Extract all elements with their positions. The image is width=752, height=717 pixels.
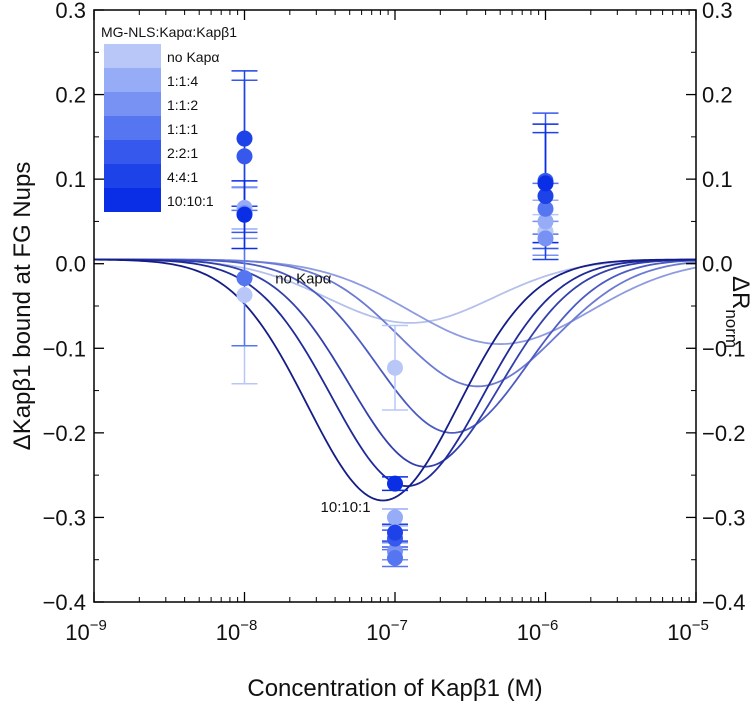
legend-swatch [104, 116, 161, 140]
y-tick-label: 0.1 [55, 167, 86, 192]
legend-entry-label: 2:2:1 [167, 145, 198, 161]
y-tick-label-right: 0.3 [702, 0, 733, 23]
legend-entry-label: 4:4:1 [167, 169, 198, 185]
x-tick-label-base: 10 [667, 620, 691, 645]
legend-title: MG-NLS:Kapα:Kapβ1 [101, 24, 237, 40]
data-point [387, 524, 403, 541]
right-axis-title: ΔRnorm [722, 276, 752, 348]
x-tick-label-base: 10 [65, 620, 89, 645]
y-tick-label: −0.1 [43, 336, 86, 361]
annotation-label: no Kapα [275, 271, 332, 288]
x-tick-label-base: 10 [366, 620, 390, 645]
legend-entry-label: 10:10:1 [167, 193, 214, 209]
data-point [387, 509, 403, 526]
y-tick-label: 0.3 [55, 0, 86, 23]
annotation-label: 10:10:1 [321, 499, 371, 516]
y-axis-ticks: −0.4 −0.4 −0.3 −0.3 −0.2 −0.2 −0.1 −0.1 0.0 0.0 0.… [43, 0, 746, 615]
annotations: no Kapα 10:10:1 [275, 271, 370, 516]
y-tick-label: −0.4 [43, 590, 86, 615]
data-point [537, 213, 554, 230]
legend-swatch [104, 68, 161, 92]
data-point [537, 175, 554, 192]
y-tick-label: −0.2 [43, 421, 86, 446]
fit-curve [93, 258, 697, 324]
x-tick-label: 10−9 [65, 617, 107, 645]
data-points [236, 130, 554, 567]
data-point [236, 287, 253, 304]
x-tick-label-base: 10 [517, 620, 541, 645]
legend-swatch [104, 140, 161, 164]
x-tick-label: 10−5 [667, 617, 709, 645]
legend-entry-label: 1:1:1 [167, 121, 198, 137]
x-tick-label-exponent: −6 [541, 617, 558, 634]
data-point [236, 270, 253, 287]
y-tick-label: −0.3 [43, 505, 86, 530]
legend-entry-label: 1:1:4 [167, 73, 198, 89]
data-point [387, 550, 403, 567]
x-tick-label-base: 10 [216, 620, 240, 645]
x-tick-label-exponent: −7 [391, 617, 408, 634]
y-axis-title: ΔKapβ1 bound at FG Nups [9, 162, 36, 451]
data-point [387, 475, 403, 492]
data-point [236, 130, 253, 147]
y-tick-label-right: 0.0 [702, 252, 733, 277]
legend-entry-label: 1:1:2 [167, 97, 198, 113]
x-tick-label: 10−8 [216, 617, 258, 645]
data-point [537, 230, 554, 247]
legend-swatch [104, 92, 161, 116]
y-tick-label: 0.0 [55, 252, 86, 277]
legend-swatch [104, 164, 161, 188]
data-point [236, 148, 253, 165]
fit-curve [94, 258, 697, 468]
y-tick-label: 0.2 [55, 83, 86, 108]
x-tick-label-exponent: −9 [90, 617, 107, 634]
right-axis-title-sub: norm [722, 309, 741, 348]
y-tick-label-right: 0.1 [702, 167, 733, 192]
data-point [387, 359, 403, 376]
data-point [537, 188, 554, 205]
x-tick-label: 10−6 [517, 617, 559, 645]
x-tick-label: 10−7 [366, 617, 408, 645]
x-axis-ticks: 10−9 10−8 10−7 10−6 10−5 [65, 10, 709, 645]
data-point [236, 206, 253, 223]
fit-curve [93, 258, 697, 502]
y-tick-label-right: −0.3 [702, 505, 745, 530]
x-axis-title: Concentration of Kapβ1 (M) [247, 675, 542, 702]
right-axis-title-main: ΔR [727, 276, 752, 309]
y-tick-label-right: 0.2 [702, 83, 733, 108]
legend: MG-NLS:Kapα:Kapβ1 no Kapα 1:1:4 1:1:2 1:1:1… [101, 24, 237, 212]
legend-swatch [104, 44, 161, 68]
x-tick-label-exponent: −8 [240, 617, 257, 634]
y-tick-label-right: −0.2 [702, 421, 745, 446]
y-tick-label-right: −0.1 [702, 336, 745, 361]
x-tick-label-exponent: −5 [692, 617, 709, 634]
legend-swatch [104, 188, 161, 212]
data-point [537, 200, 554, 217]
legend-entry-label: no Kapα [167, 49, 219, 65]
y-tick-label-right: −0.4 [702, 590, 745, 615]
